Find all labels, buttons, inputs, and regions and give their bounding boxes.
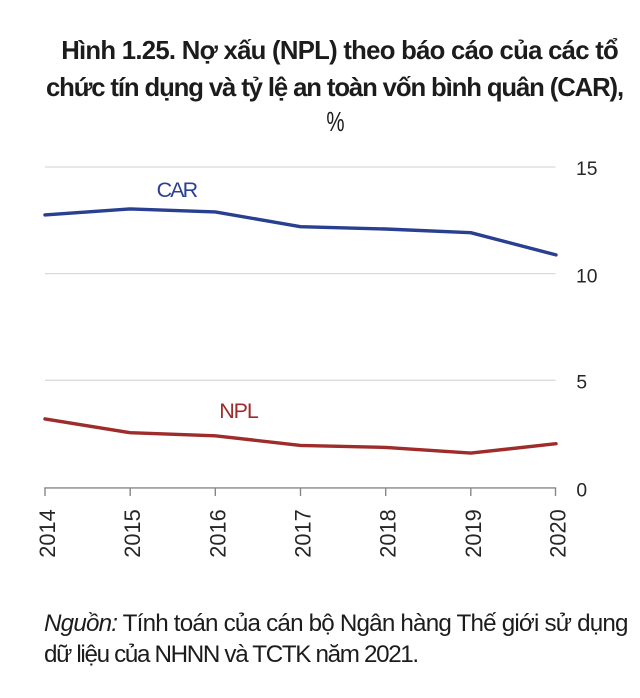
svg-text:2020: 2020: [546, 509, 571, 558]
svg-text:0: 0: [576, 480, 587, 501]
svg-text:2014: 2014: [35, 509, 60, 558]
svg-text:10: 10: [576, 266, 597, 287]
svg-text:2016: 2016: [205, 509, 230, 558]
svg-text:2018: 2018: [376, 509, 401, 558]
svg-text:2017: 2017: [291, 509, 316, 558]
svg-text:15: 15: [576, 159, 597, 180]
svg-text:5: 5: [576, 373, 587, 394]
svg-text:NPL: NPL: [219, 399, 259, 423]
svg-text:2019: 2019: [461, 509, 486, 558]
svg-text:2015: 2015: [120, 509, 145, 558]
svg-text:CAR: CAR: [157, 178, 198, 202]
